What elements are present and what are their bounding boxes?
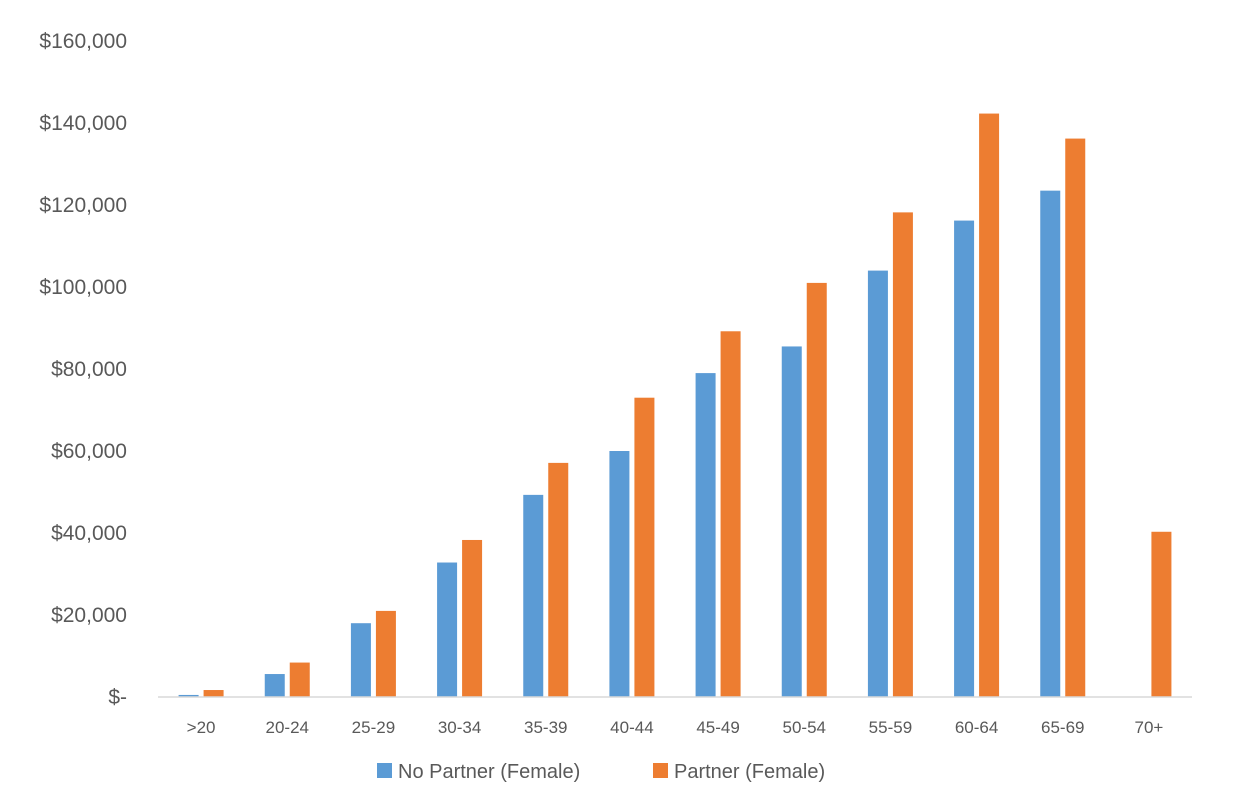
bar-partner-11 [1151,531,1172,697]
bars-group [178,113,1172,697]
y-axis-ticks: $- $20,000 $40,000 $60,000 $80,000 $100,000 $1… [39,30,127,709]
legend-swatch-no-partner [377,763,392,778]
x-tick-label: 70+ [1134,718,1163,737]
x-tick-label: 20-24 [266,718,309,737]
x-tick-label: 60-64 [955,718,998,737]
legend-label-no-partner: No Partner (Female) [398,761,580,783]
x-tick-label: 40-44 [610,718,653,737]
y-tick-label: $100,000 [39,276,127,299]
bar-partner-5 [634,397,655,697]
bar-no-partner-5 [609,451,630,697]
bar-partner-8 [892,212,913,697]
bar-partner-7 [806,282,827,697]
legend: No Partner (Female) Partner (Female) [377,761,825,783]
x-tick-label: 50-54 [783,718,826,737]
x-tick-label: 35-39 [524,718,567,737]
y-tick-label: $- [108,686,127,709]
x-axis-ticks: >20 20-24 25-29 30-34 35-39 40-44 45-49 50-54 55… [187,718,1164,737]
bar-no-partner-3 [437,562,458,697]
bar-no-partner-0 [178,694,199,697]
bar-no-partner-10 [1040,190,1061,697]
x-tick-label: 45-49 [696,718,739,737]
bar-partner-6 [720,331,741,697]
y-tick-label: $40,000 [51,522,127,545]
x-tick-label: 25-29 [352,718,395,737]
bar-partner-9 [979,113,1000,697]
x-tick-label: >20 [187,718,216,737]
y-tick-label: $160,000 [39,30,127,53]
y-tick-label: $20,000 [51,604,127,627]
bar-no-partner-1 [264,674,285,697]
x-tick-label: 65-69 [1041,718,1084,737]
bar-partner-1 [289,662,310,697]
bar-partner-0 [203,690,224,697]
bar-no-partner-4 [523,494,544,697]
bar-partner-2 [375,610,396,697]
y-tick-label: $140,000 [39,112,127,135]
bar-no-partner-7 [781,346,802,697]
bar-partner-4 [548,462,569,697]
y-tick-label: $120,000 [39,194,127,217]
bar-no-partner-2 [350,623,371,697]
bar-partner-10 [1065,138,1086,697]
bar-partner-3 [462,539,483,697]
y-tick-label: $80,000 [51,358,127,381]
bar-no-partner-9 [954,220,975,697]
x-tick-label: 55-59 [869,718,912,737]
bar-no-partner-6 [695,373,716,697]
legend-label-partner: Partner (Female) [674,761,825,783]
bar-no-partner-8 [867,270,888,697]
x-tick-label: 30-34 [438,718,481,737]
y-tick-label: $60,000 [51,440,127,463]
legend-swatch-partner [653,763,668,778]
